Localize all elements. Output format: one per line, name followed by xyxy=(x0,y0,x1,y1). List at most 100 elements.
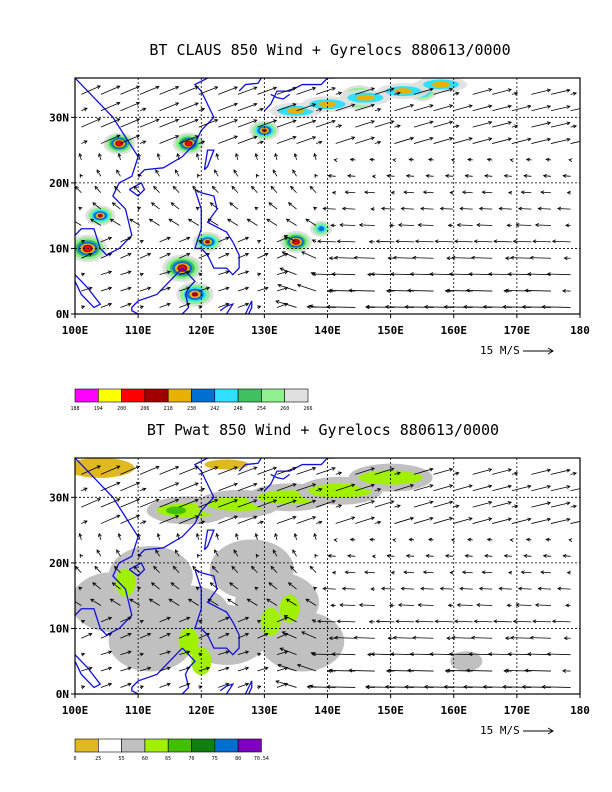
wind-vector xyxy=(531,469,551,475)
wind-vector xyxy=(511,505,518,508)
wind-vector-head xyxy=(482,684,487,689)
shaded-cell xyxy=(186,141,192,146)
wind-vector xyxy=(354,637,375,639)
wind-vector xyxy=(179,271,190,276)
wind-vector xyxy=(516,224,532,226)
wind-vector-head xyxy=(586,486,589,489)
wind-vector xyxy=(81,633,92,639)
wind-vector xyxy=(296,483,316,492)
wind-vector-head xyxy=(127,270,132,275)
wind-vector-head xyxy=(244,270,250,275)
wind-vector-head xyxy=(537,206,542,211)
wind-vector-head xyxy=(98,532,102,538)
wind-vector xyxy=(276,516,297,524)
wind-vector-head xyxy=(142,140,147,145)
wind-vector-head xyxy=(449,484,454,489)
wind-vector-head xyxy=(414,619,419,624)
wind-vector-head xyxy=(142,487,147,492)
wind-vector xyxy=(100,498,120,508)
wind-vector xyxy=(376,240,395,243)
wind-vector-head xyxy=(198,239,203,244)
wind-vector xyxy=(316,141,322,144)
x-tick-label: 100E xyxy=(62,704,89,717)
wind-vector-head xyxy=(463,684,468,689)
wind-vector-head xyxy=(311,272,316,277)
wind-vector xyxy=(139,633,151,639)
wind-vector xyxy=(550,105,570,112)
wind-vector xyxy=(237,86,257,95)
wind-vector-head xyxy=(127,302,132,307)
panel-2-title: BT Pwat 850 Wind + Gyrelocs 880613/0000 xyxy=(147,421,499,439)
wind-vector-head xyxy=(468,652,473,657)
wind-vector-head xyxy=(351,483,356,488)
wind-vector-head xyxy=(429,484,434,488)
wind-vector-head xyxy=(446,288,451,293)
wind-vector-head xyxy=(388,603,394,608)
wind-vector xyxy=(159,271,171,276)
wind-vector xyxy=(433,484,453,492)
wind-vector xyxy=(466,290,493,292)
wind-vector xyxy=(159,237,171,243)
wind-vector xyxy=(347,555,356,557)
wind-vector xyxy=(345,191,356,194)
wind-vector-head xyxy=(107,650,113,655)
wind-vector xyxy=(139,86,160,95)
wind-vector xyxy=(407,670,434,672)
wind-vector xyxy=(371,653,395,656)
wind-vector xyxy=(359,224,375,226)
wind-vector xyxy=(530,637,551,639)
wind-vector xyxy=(212,566,219,573)
wind-vector-head xyxy=(227,218,232,223)
wind-vector xyxy=(159,303,171,308)
wind-vector-head xyxy=(166,632,171,637)
wind-vector-head xyxy=(253,499,258,503)
wind-vector xyxy=(550,469,570,475)
wind-vector-head xyxy=(507,517,512,522)
wind-vector-head xyxy=(96,498,101,502)
coastline xyxy=(238,458,262,472)
wind-vector-head xyxy=(429,500,434,505)
wind-vector-head xyxy=(186,286,191,291)
wind-vector-head xyxy=(439,586,444,591)
wind-vector-head xyxy=(311,619,316,624)
wind-vector-head xyxy=(546,468,552,473)
wind-vector-head xyxy=(88,666,93,671)
panel-2-x-ticks: 100E 110E 120E 130E 140E 150E 160E 170E 180 xyxy=(62,694,590,717)
wind-vector xyxy=(488,273,512,276)
wind-vector xyxy=(518,208,532,210)
wind-vector xyxy=(525,290,551,292)
wind-vector xyxy=(170,582,180,590)
wind-vector-head xyxy=(470,635,476,640)
wind-vector xyxy=(159,102,179,112)
wind-vector xyxy=(366,306,395,308)
wind-vector xyxy=(394,517,414,524)
wind-vector xyxy=(218,515,238,524)
wind-vector-head xyxy=(546,104,552,109)
wind-vector-head xyxy=(287,202,293,207)
wind-vector-head xyxy=(166,302,171,307)
wind-vector xyxy=(550,89,570,95)
wind-vector-head xyxy=(81,619,86,624)
wind-vector xyxy=(237,483,257,492)
wind-vector-head xyxy=(371,174,376,179)
colorbar-swatch xyxy=(214,738,239,753)
wind-vector xyxy=(340,224,356,226)
shaded-patch xyxy=(115,568,136,597)
shaded-band xyxy=(166,506,186,515)
wind-vector xyxy=(276,253,288,259)
wind-vector-head xyxy=(253,102,258,107)
wind-vector xyxy=(284,615,297,623)
wind-vector xyxy=(340,604,356,606)
wind-vector-head xyxy=(463,304,468,309)
wind-vector-head xyxy=(194,498,199,503)
wind-vector-head xyxy=(367,652,372,657)
wind-vector-head xyxy=(507,468,512,473)
wind-vector-head xyxy=(449,87,454,92)
wind-vector-head xyxy=(116,169,120,174)
wind-vector-head xyxy=(186,252,191,257)
x-tick-label: 120E xyxy=(188,324,215,337)
shaded-dry xyxy=(75,458,135,478)
wind-vector-head xyxy=(138,173,143,178)
wind-vector-head xyxy=(233,102,238,107)
wind-vector xyxy=(570,472,577,475)
